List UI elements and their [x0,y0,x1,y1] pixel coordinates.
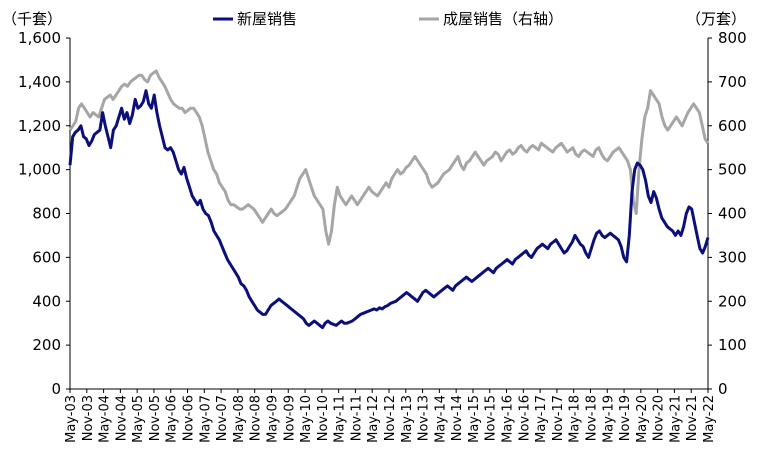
x-tick-label: May-16 [501,395,516,443]
x-tick-label: Nov-07 [215,395,230,441]
x-tick-label: Nov-10 [316,395,331,441]
right-axis-unit-label: （万套） [686,10,746,28]
left-axis-unit-label: （千套） [2,10,62,28]
x-tick-label: May-20 [635,395,650,443]
x-tick-label: Nov-12 [383,395,398,441]
left-tick-label: 400 [32,292,61,310]
legend: 新屋销售 成屋销售（右轴） [213,10,563,28]
legend-label: 新屋销售 [237,10,297,28]
x-tick-label: Nov-05 [148,395,163,441]
left-tick-label: 1,600 [18,29,61,47]
x-tick-label: Nov-13 [417,395,432,441]
x-tick-label: May-04 [98,395,113,443]
right-tick-label: 200 [718,292,747,310]
x-tick-label: Nov-09 [282,395,297,441]
x-tick-label: May-05 [131,395,146,443]
x-tick-label: Nov-08 [249,395,264,441]
x-tick-label: Nov-14 [450,395,465,441]
x-tick-label: Nov-20 [652,395,667,441]
left-tick-label: 1,200 [18,117,61,135]
x-tick-label: May-22 [702,395,717,443]
series-line-existing-home-sales [68,69,710,246]
x-tick-label: May-08 [232,395,247,443]
x-tick-label: May-09 [265,395,280,443]
x-tick-label: Nov-16 [517,395,532,441]
series-group [68,69,710,330]
x-tick-label: May-18 [568,395,583,443]
right-tick-label: 300 [718,248,747,266]
right-tick-label: 600 [718,117,747,135]
right-tick-label: 0 [718,380,728,398]
axes-group: 0 200 400 600 800 1,000 1,200 1,400 1,600 0 100 200… [18,29,747,443]
right-tick-label: 800 [718,29,747,47]
x-tick-label: May-15 [467,395,482,443]
right-tick-label: 100 [718,336,747,354]
left-tick-label: 800 [32,205,61,223]
x-tick-label: May-14 [433,395,448,443]
x-tick-label: Nov-15 [484,395,499,441]
legend-label: 成屋销售（右轴） [443,10,563,28]
x-tick-label: May-21 [668,395,683,443]
x-tick-label: Nov-18 [584,395,599,441]
x-tick-label: Nov-21 [685,395,700,441]
left-tick-label: 1,000 [18,161,61,179]
right-tick-label: 400 [718,205,747,223]
left-tick-label: 200 [32,336,61,354]
x-tick-label: May-06 [165,395,180,443]
series-line-new-home-sales [68,89,710,330]
x-tick-label: May-11 [333,395,348,443]
left-tick-label: 0 [51,380,61,398]
x-tick-label: Nov-19 [618,395,633,441]
x-tick-label: May-12 [366,395,381,443]
x-tick-label: Nov-17 [551,395,566,441]
right-tick-label: 700 [718,73,747,91]
x-tick-label: May-10 [299,395,314,443]
x-tick-label: May-13 [400,395,415,443]
x-tick-label: May-19 [601,395,616,443]
x-tick-label: May-07 [198,395,213,443]
right-tick-label: 500 [718,161,747,179]
left-tick-label: 1,400 [18,73,61,91]
x-tick-label: Nov-11 [349,395,364,441]
x-tick-label: Nov-03 [81,395,96,441]
left-tick-label: 600 [32,248,61,266]
x-tick-label: Nov-04 [114,395,129,441]
x-tick-label: May-17 [534,395,549,443]
x-tick-label: Nov-06 [182,395,197,441]
x-tick-label: May-03 [64,395,79,443]
